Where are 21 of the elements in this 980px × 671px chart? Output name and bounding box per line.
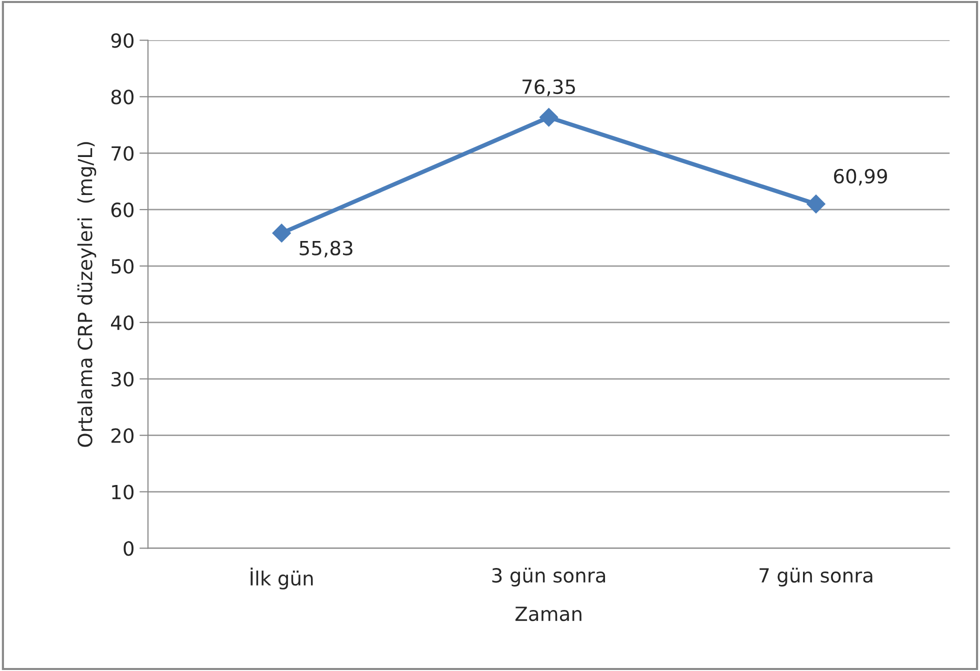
y-tick-label: 0	[124, 541, 134, 556]
y-tick-label: 90	[111, 33, 134, 48]
point	[539, 108, 558, 127]
y-tick-label: 50	[112, 258, 134, 274]
y-axis-title: Ortalama CRP düzeyleri (mg/L)	[77, 142, 96, 447]
y-tick-label: 60	[111, 202, 134, 218]
y-tick-label: 20	[111, 428, 134, 443]
y-tick-label: 10	[112, 484, 134, 500]
data-label: 55,83	[300, 240, 352, 258]
data-label: 76,35	[522, 79, 575, 96]
point	[806, 194, 826, 214]
y-tick-label: 30	[112, 372, 134, 387]
point	[272, 224, 291, 242]
x-tick-label: İlk gün	[250, 568, 313, 590]
y-tick-label: 80	[111, 90, 134, 104]
x-tick-label: 3 gün sonra	[492, 568, 606, 586]
data-label: 60,99	[834, 168, 887, 186]
x-tick-label: 7 gün sonra	[760, 568, 872, 586]
x-axis-title: Zaman	[515, 606, 582, 622]
y-tick-label: 70	[112, 146, 134, 161]
y-tick-label: 40	[110, 315, 134, 330]
